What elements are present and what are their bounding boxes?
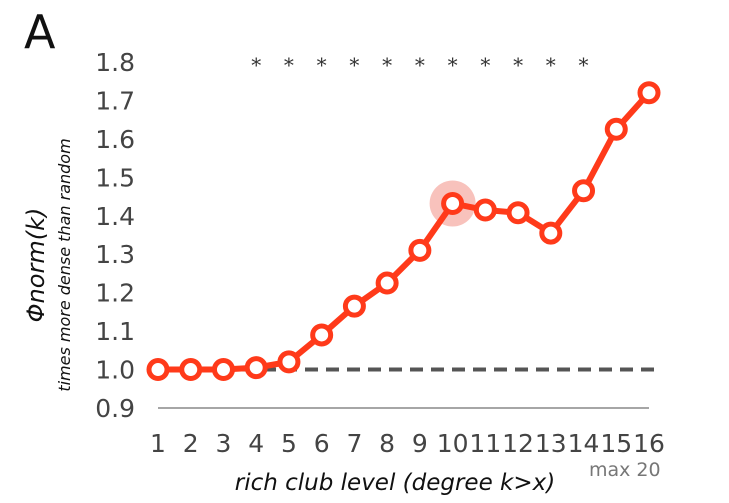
y-tick-label: 1.7 (95, 86, 135, 115)
significance-star: * (317, 53, 327, 77)
significance-star: * (284, 53, 294, 77)
x-tick-label: 6 (314, 429, 330, 458)
significance-star: * (480, 53, 490, 77)
series-line (155, 89, 652, 373)
data-point (211, 358, 235, 382)
data-point (539, 221, 563, 245)
significance-star: * (546, 53, 556, 77)
data-point (179, 358, 203, 382)
data-point (572, 179, 596, 203)
significance-star: * (349, 53, 359, 77)
x-tick-label: 10 (437, 429, 469, 458)
x-tick-label: 15 (600, 429, 632, 458)
y-tick-label: 1.0 (95, 356, 135, 385)
x-tick-label: 13 (535, 429, 567, 458)
significance-star: * (579, 53, 589, 77)
data-point (473, 198, 497, 222)
x-axis-ticks: 1 2 3 4 5 6 7 8 9 10 11 12 13 14 15 16 (150, 429, 665, 458)
significance-star: * (448, 53, 458, 77)
x-axis-title: rich club level (degree k>x) (235, 470, 555, 496)
panel-letter: A (24, 5, 56, 59)
data-point (277, 350, 301, 374)
y-axis-subtitle: times more dense than random (55, 138, 74, 391)
significance-star: * (382, 53, 392, 77)
x-tick-label: 5 (281, 429, 297, 458)
y-axis-ticks: 0.9 1.0 1.1 1.2 1.3 1.4 1.5 1.6 1.7 1.8 (95, 48, 135, 423)
data-point (441, 191, 465, 215)
y-tick-label: 1.2 (95, 279, 135, 308)
y-tick-label: 0.9 (95, 394, 135, 423)
data-point (506, 201, 530, 225)
y-tick-label: 1.8 (95, 48, 135, 77)
data-point (244, 356, 268, 380)
data-point (375, 271, 399, 295)
y-axis-title: Φnorm(k) (22, 208, 50, 323)
x-tick-label: 12 (502, 429, 534, 458)
significance-star: * (251, 53, 261, 77)
max-note: max 20 (589, 459, 661, 481)
x-tick-label: 8 (379, 429, 395, 458)
y-tick-label: 1.6 (95, 125, 135, 154)
x-tick-label: 1 (150, 429, 166, 458)
y-tick-label: 1.5 (95, 163, 135, 192)
data-point (408, 238, 432, 262)
x-tick-label: 11 (469, 429, 501, 458)
y-tick-label: 1.1 (95, 317, 135, 346)
data-point (146, 358, 170, 382)
x-tick-label: 4 (248, 429, 264, 458)
significance-star: * (513, 53, 523, 77)
x-tick-label: 16 (633, 429, 665, 458)
y-tick-label: 1.3 (95, 240, 135, 269)
x-tick-label: 7 (346, 429, 362, 458)
data-point (342, 294, 366, 318)
y-tick-label: 1.4 (95, 202, 135, 231)
data-point (604, 117, 628, 141)
data-point (310, 323, 334, 347)
significance-stars: * * * * * * * * * * * (251, 53, 588, 77)
x-tick-label: 14 (568, 429, 600, 458)
x-tick-label: 3 (216, 429, 232, 458)
significance-star: * (415, 53, 425, 77)
data-point (637, 81, 661, 105)
y-axis-title-group: Φnorm(k) times more dense than random (22, 138, 74, 391)
x-tick-label: 9 (412, 429, 428, 458)
x-tick-label: 2 (183, 429, 199, 458)
plot-area (146, 81, 661, 409)
